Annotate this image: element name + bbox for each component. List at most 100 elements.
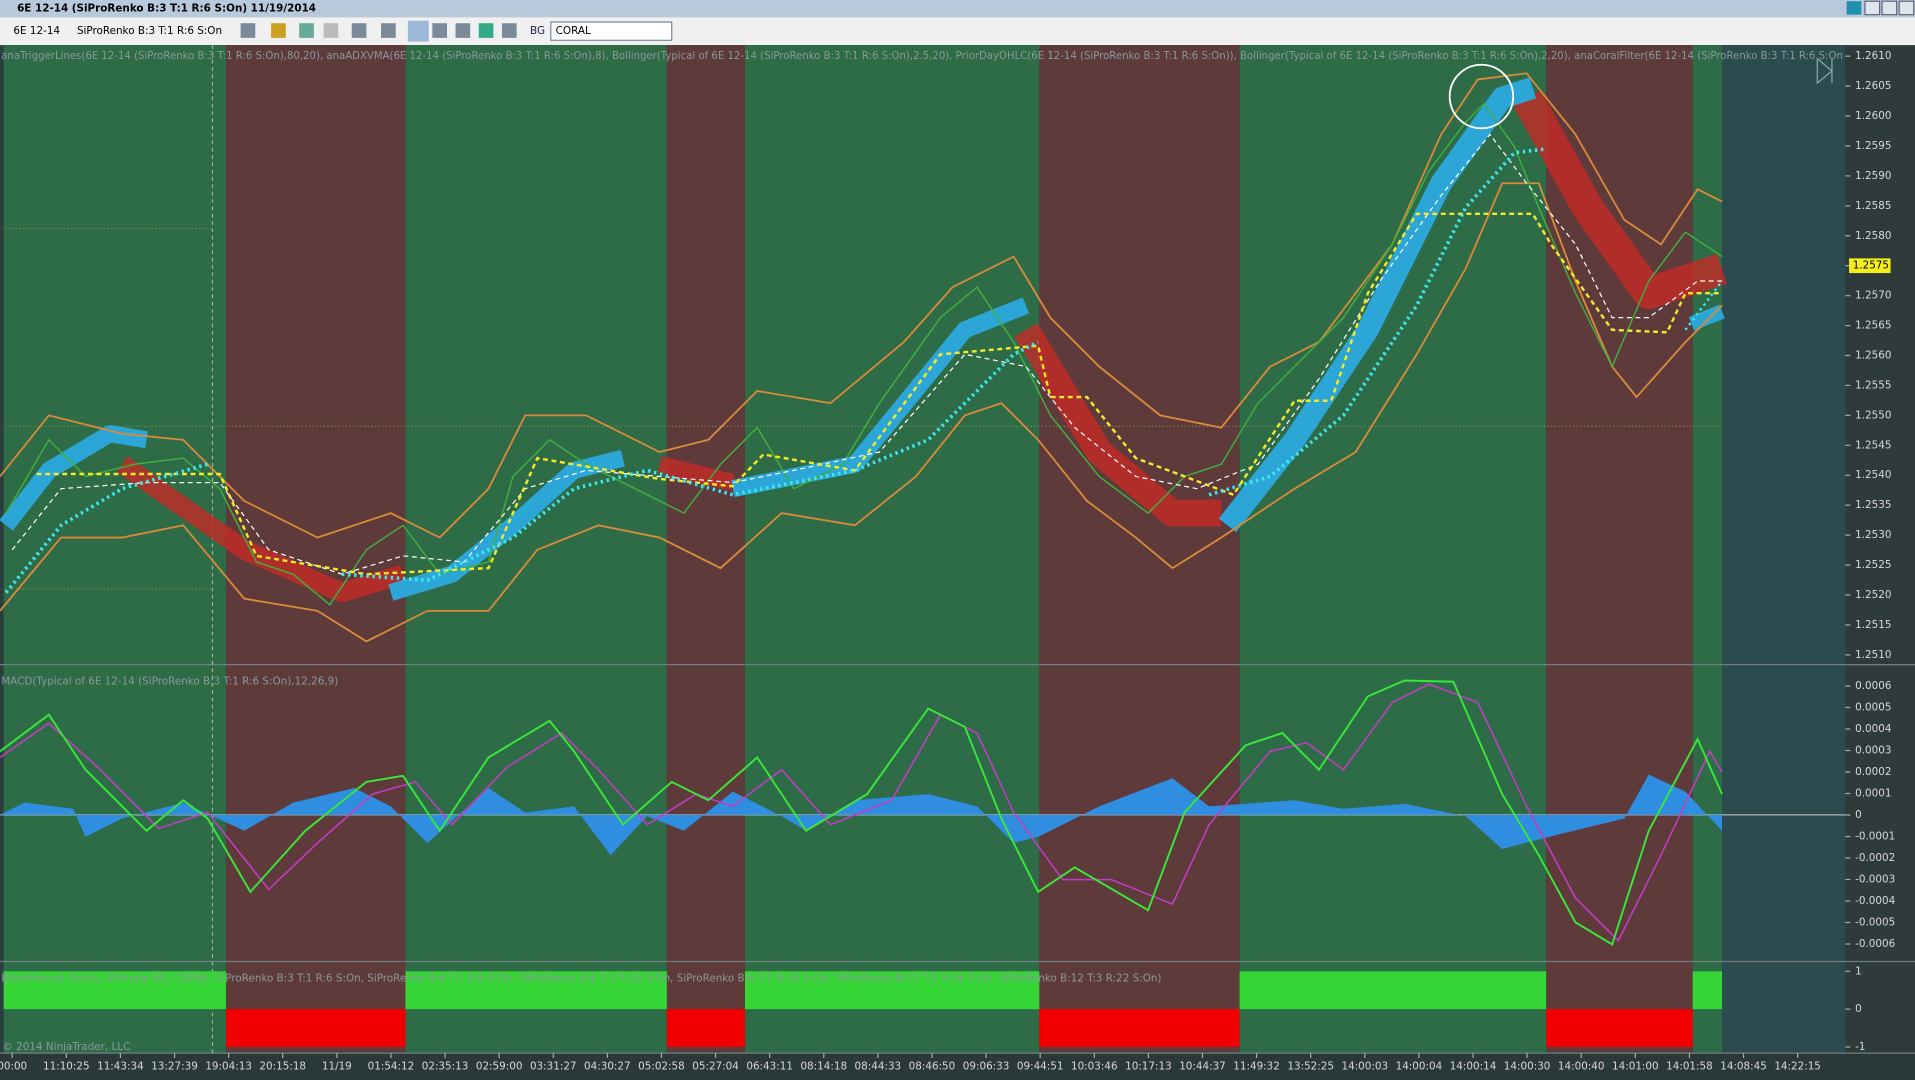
icon[interactable] <box>478 23 494 38</box>
scroll-end-icon[interactable] <box>1816 57 1833 85</box>
axes: 1.2610 1.2605 1.2600 1.2595 1.2590 1.2585 1.25… <box>0 50 1896 1072</box>
icon[interactable] <box>240 23 256 38</box>
coral-band-red <box>116 456 406 603</box>
time-label: 05:27:04 <box>692 1061 739 1073</box>
axis-tick-label: 1.2530 <box>1855 529 1891 541</box>
current-price: 1.2575 <box>1853 260 1889 272</box>
title-bar <box>0 0 1915 18</box>
bollinger-lower <box>0 182 1723 643</box>
coral-filter-line <box>1684 280 1724 331</box>
axis-tick-label: 0.0001 <box>1855 788 1891 800</box>
axis-tick-label: -0.0001 <box>1855 831 1895 843</box>
macd-histogram <box>0 774 1723 856</box>
close[interactable] <box>1898 0 1915 16</box>
time-label: 11:49:32 <box>1233 1061 1280 1073</box>
coral-band-red <box>1512 90 1728 310</box>
maximize[interactable] <box>1881 0 1898 16</box>
icon[interactable] <box>351 23 367 38</box>
axis-tick-label: 0 <box>1855 809 1862 821</box>
price-panel-label: anaTriggerLines(6E 12-14 (SiProRenko B:3… <box>1 50 1843 62</box>
background-bands <box>0 45 1846 1054</box>
time-label: 14:08:45 <box>1720 1061 1767 1073</box>
time-label: 06:43:11 <box>746 1061 793 1073</box>
axis-tick-label: 1.2560 <box>1855 350 1891 362</box>
icon[interactable] <box>381 23 396 38</box>
axis-tick-label: 1.2555 <box>1855 379 1891 391</box>
axis-tick-label: 1.2580 <box>1855 230 1891 242</box>
price-renko <box>5 102 1723 606</box>
copyright: © 2014 NinjaTrader, LLC <box>2 1041 130 1053</box>
axis-tick-label: -0.0002 <box>1855 852 1895 864</box>
bollinger-upper <box>0 72 1723 539</box>
time-label: 10:44:37 <box>1179 1061 1226 1073</box>
macd-signal <box>0 683 1723 943</box>
bg-value: CORAL <box>556 25 591 37</box>
time-label: 14:01:00 <box>1612 1061 1659 1073</box>
coral-filter-line <box>341 340 1039 583</box>
axis-tick-label: 1 <box>1855 965 1862 977</box>
time-label: 10:17:13 <box>1125 1061 1172 1073</box>
minimize[interactable] <box>1864 0 1881 16</box>
axis-tick-label: -0.0004 <box>1855 895 1895 907</box>
coral-band-blue <box>0 425 148 531</box>
trigger-line <box>11 133 1723 575</box>
time-label: 13:27:39 <box>151 1061 198 1073</box>
axis-tick-label: 1.2545 <box>1855 439 1891 451</box>
axis-tick-label: 1.2525 <box>1855 559 1891 571</box>
macd-panel-label: MACD(Typical of 6E 12-14 (SiProRenko B:3… <box>1 676 338 688</box>
icon[interactable] <box>455 23 471 38</box>
window-title: 6E 12-14 (SiProRenko B:3 T:1 R:6 S:On) 1… <box>17 3 316 15</box>
coral-filter-line <box>4 462 209 594</box>
paint-blocks <box>3 971 1723 1048</box>
axis-tick-label: 1.2550 <box>1855 409 1891 421</box>
time-label: 02:59:00 <box>476 1061 523 1073</box>
paint-panel-label: BloodHound Paints, Ultimate BG, CORAL, S… <box>1 973 1161 985</box>
axis-tick-label: 1.2590 <box>1855 170 1891 182</box>
time-label: 20:15:18 <box>259 1061 306 1073</box>
time-label: 05:02:58 <box>638 1061 685 1073</box>
time-label: 01:54:12 <box>368 1061 415 1073</box>
axis-tick-label: 1.2515 <box>1855 619 1891 631</box>
time-label: 03:31:27 <box>530 1061 577 1073</box>
time-label: 08:14:18 <box>800 1061 847 1073</box>
time-label: 13:52:25 <box>1287 1061 1334 1073</box>
axis-tick-label: 1.2570 <box>1855 290 1891 302</box>
axis-tick-label: 0 <box>1855 1003 1862 1015</box>
axis-tick-label: 1.2595 <box>1855 140 1891 152</box>
time-label: 14:00:14 <box>1450 1061 1497 1073</box>
time-label: 14:00:40 <box>1558 1061 1605 1073</box>
time-label: 19:04:13 <box>205 1061 252 1073</box>
bar-type-selector[interactable]: SiProRenko B:3 T:1 R:6 S:On <box>77 25 222 37</box>
toolbar-icons <box>240 20 517 42</box>
axis-tick-label: 0.0006 <box>1855 680 1891 692</box>
icon[interactable] <box>501 23 517 38</box>
axis-tick-label: 0.0004 <box>1855 723 1892 735</box>
time-label: 11:10:25 <box>43 1061 90 1073</box>
axis-tick-label: 0.0003 <box>1855 745 1891 757</box>
icon[interactable] <box>271 23 286 38</box>
icon[interactable] <box>323 23 339 38</box>
window-button[interactable] <box>1846 1 1862 15</box>
time-label: 00:00 <box>0 1061 27 1073</box>
time-label: 14:00:03 <box>1342 1061 1389 1073</box>
bg-label: BG <box>530 25 545 37</box>
price-indicators <box>0 57 1833 643</box>
axis-tick-label: 0.0002 <box>1855 766 1891 778</box>
instrument-selector[interactable]: 6E 12-14 <box>13 25 60 37</box>
axis-tick-label: 1.2585 <box>1855 200 1891 212</box>
coral-band-blue <box>1218 77 1537 533</box>
time-label: 08:46:50 <box>909 1061 956 1073</box>
time-label: 14:22:15 <box>1774 1061 1821 1073</box>
icon[interactable] <box>432 23 447 38</box>
axis-tick-label: 1.2610 <box>1855 50 1891 62</box>
adxvma-line <box>36 212 1723 576</box>
coral-band-blue <box>1688 304 1725 331</box>
icon[interactable] <box>407 20 429 42</box>
axis-tick-label: -0.0005 <box>1855 917 1895 929</box>
bg-dropdown[interactable] <box>550 21 673 41</box>
time-label: 14:01:58 <box>1666 1061 1713 1073</box>
axis-tick-label: -0.0006 <box>1855 938 1895 950</box>
icon[interactable] <box>299 23 314 38</box>
